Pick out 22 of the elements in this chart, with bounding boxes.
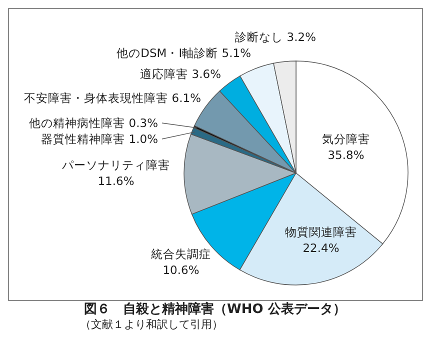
data-label: 10.6% (162, 263, 200, 277)
slice-label: 器質性精神障害 (41, 132, 126, 146)
data-label: 5.1% (222, 46, 251, 60)
data-label: 35.8% (328, 148, 364, 162)
slice-label: 気分障害 (322, 132, 370, 146)
data-label: 0.3% (128, 116, 158, 130)
slice-label: 不安障害・身体表現性障害 (24, 91, 168, 105)
data-label: 3.6% (192, 67, 221, 81)
text: （文献１より和訳して引用） (80, 318, 223, 331)
text: 図６ 自殺と精神障害（WHO 公表データ） (84, 301, 346, 317)
slice-label: 統合失調症 (151, 247, 211, 261)
slice-label: 適応障害 (140, 67, 188, 81)
slice-label: 物質関連障害 (285, 225, 357, 239)
data-label: 11.6% (98, 174, 134, 188)
slice-label: 他のDSM・Ⅰ軸診断 (116, 46, 218, 60)
data-label: 3.2% (286, 30, 316, 44)
data-label: 1.0% (128, 132, 158, 146)
slice-label: 他の精神病性障害 (29, 116, 126, 130)
data-label: 22.4% (302, 241, 340, 255)
slice-label: パーソナリティ障害 (61, 158, 170, 172)
slice-label: 診断なし (235, 30, 284, 44)
data-label: 6.1% (172, 91, 201, 105)
